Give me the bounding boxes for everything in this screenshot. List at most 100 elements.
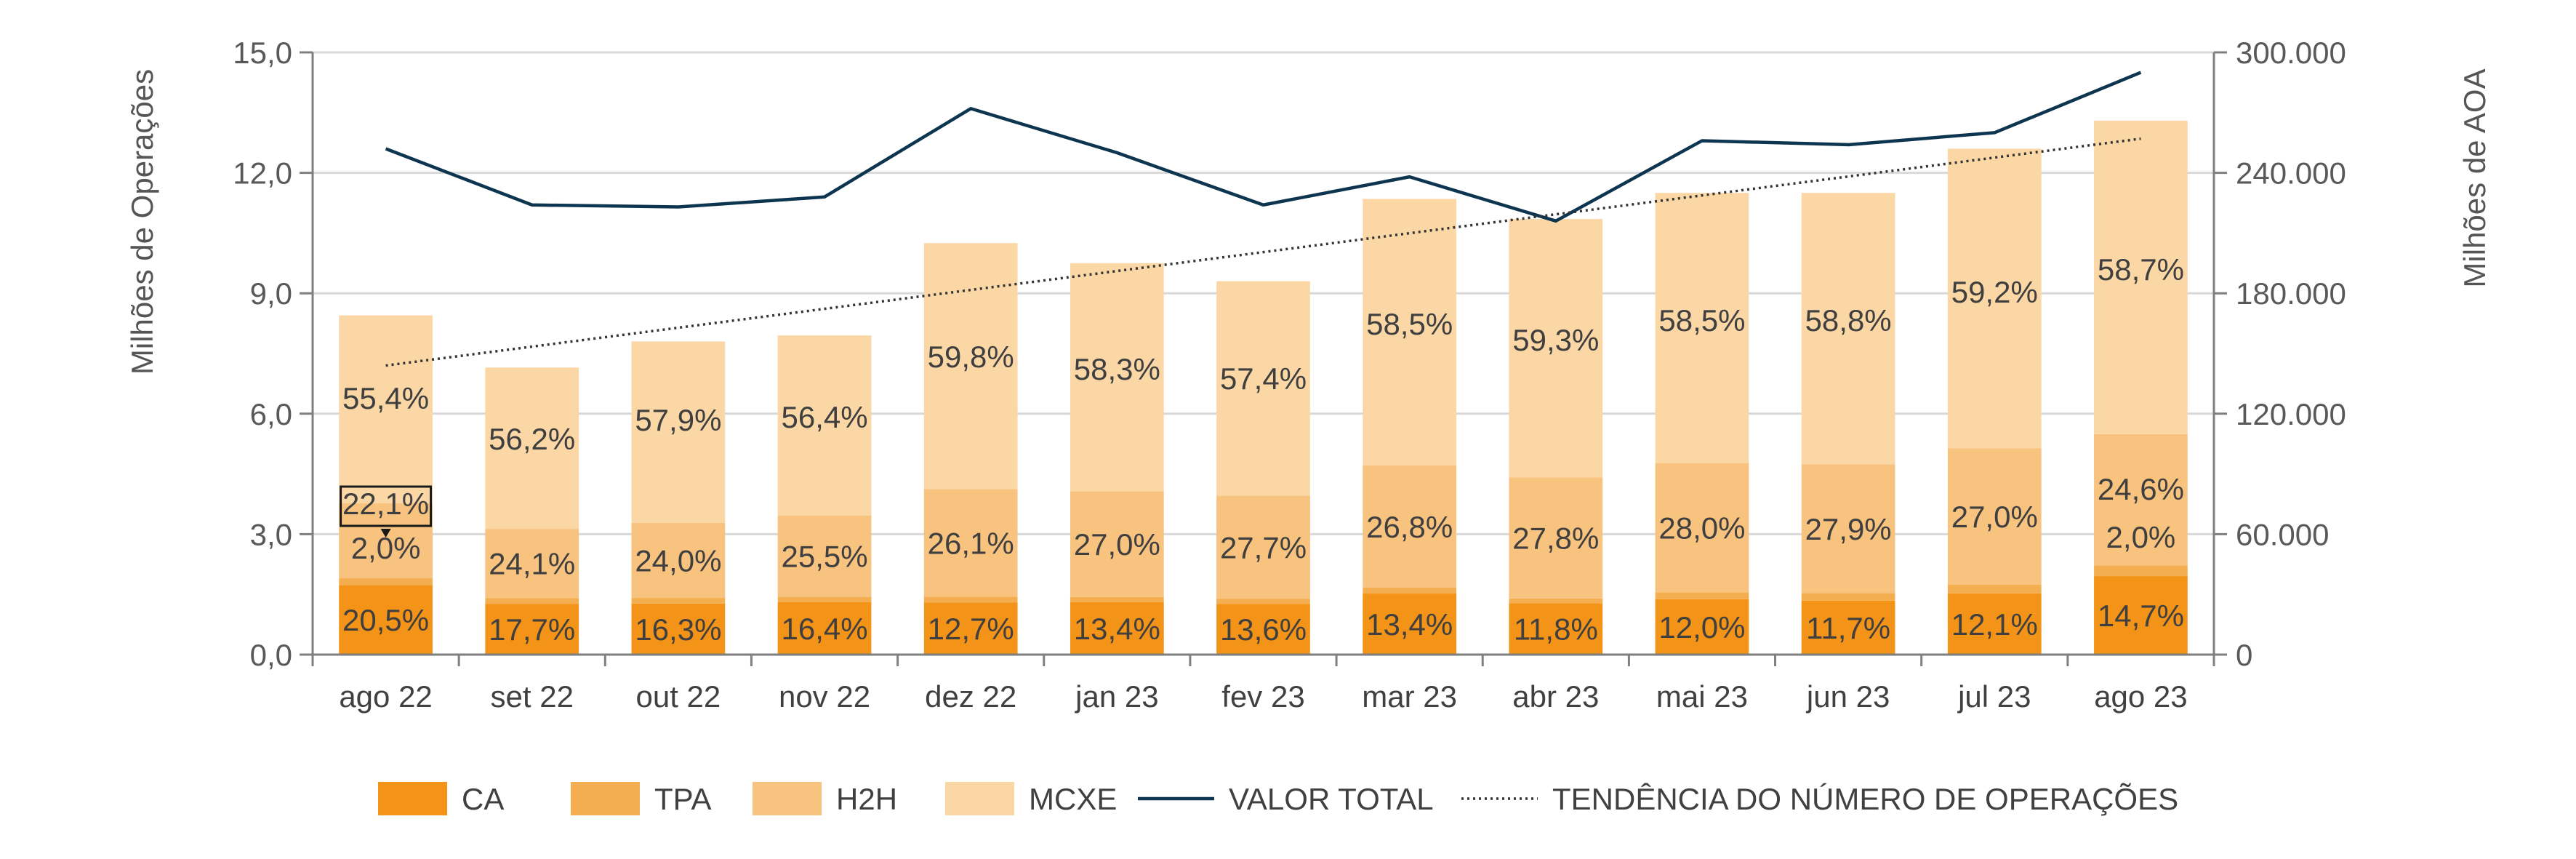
label-pointer [380, 529, 391, 538]
data-label-h2h: 26,1% [928, 526, 1014, 560]
selected-label-box [340, 485, 433, 527]
bar-tpa-3 [777, 596, 872, 603]
data-label-mcxe: 57,9% [635, 403, 721, 437]
data-label-mcxe: 59,8% [928, 340, 1014, 374]
data-label-mcxe: 56,2% [489, 422, 575, 456]
data-label-mcxe: 58,7% [2098, 252, 2184, 287]
data-label-ca: 12,1% [1951, 607, 2038, 642]
y-left-tick-label: 15,0 [233, 36, 292, 70]
data-label-mcxe: 58,5% [1658, 303, 1745, 337]
bar-h2h-1 [485, 529, 579, 599]
bar-ca-6 [1216, 604, 1310, 655]
bar-ca-11 [1947, 593, 2042, 655]
x-tick-label: mai 23 [1656, 679, 1748, 714]
bar-h2h-7 [1363, 465, 1457, 588]
bar-tpa-4 [923, 596, 1018, 603]
bar-h2h-2 [631, 522, 726, 599]
data-label-mcxe: 55,4% [342, 381, 429, 415]
x-tick-label: dez 22 [925, 679, 1016, 714]
trend-line [385, 137, 2141, 367]
bar-ca-4 [923, 602, 1018, 655]
data-labels: 20,5% 2,0% 22,1% 55,4% 17,7% 24,1% 56,2% 16,3% 2… [340, 252, 2184, 647]
y-right-tick-label: 120.000 [2236, 397, 2346, 431]
bar-ca-10 [1801, 600, 1895, 655]
x-tick-label: fev 23 [1221, 679, 1304, 714]
data-label-h2h: 25,5% [781, 540, 867, 574]
x-tick-label: jun 23 [1805, 679, 1890, 714]
line-valor-total [385, 71, 2142, 223]
bar-h2h-6 [1216, 495, 1310, 599]
bar-ca-0 [339, 585, 433, 655]
bar-mcxe-1 [485, 367, 579, 530]
bar-mcxe-7 [1363, 199, 1457, 466]
y-right-tick-label: 0 [2236, 638, 2252, 672]
axes: 0,0 3,0 6,0 9,0 12,0 15,0 0 60.000 120.000 180.00… [233, 36, 2346, 714]
data-label-ca: 12,0% [1658, 610, 1745, 644]
y-right-tick-label: 60.000 [2236, 517, 2329, 551]
bar-h2h-3 [777, 515, 872, 597]
y-axis-right-title: Milhões de AOA [2457, 68, 2492, 287]
bar-mcxe-5 [1070, 263, 1164, 492]
legend-swatch-mcxe [945, 782, 1014, 815]
legend-label-h2h: H2H [836, 782, 897, 816]
bar-h2h-4 [923, 489, 1018, 597]
bar-h2h-0 [339, 503, 433, 579]
bar-ca-2 [631, 603, 726, 655]
bar-tpa-8 [1509, 598, 1603, 604]
data-label-ca: 14,7% [2098, 599, 2184, 633]
legend-label-tendencia: TENDÊNCIA DO NÚMERO DE OPERAÇÕES [1552, 782, 2178, 816]
x-tick-label: jan 23 [1074, 679, 1158, 714]
bar-tpa-10 [1801, 593, 1895, 601]
bar-mcxe-10 [1801, 193, 1895, 465]
data-label-h2h: 27,0% [1074, 527, 1160, 562]
x-tick-label: ago 23 [2094, 679, 2187, 714]
bar-tpa-7 [1363, 587, 1457, 594]
data-label-h2h: 27,8% [1512, 521, 1599, 555]
data-label-h2h: 22,1% [342, 487, 429, 521]
legend-label-tpa: TPA [654, 782, 712, 816]
bar-h2h-11 [1947, 448, 2042, 586]
bar-ca-1 [485, 604, 579, 655]
bar-tpa-2 [631, 598, 726, 604]
bar-mcxe-9 [1655, 193, 1749, 463]
legend-label-mcxe: MCXE [1029, 782, 1117, 816]
data-label-ca: 16,4% [781, 612, 867, 646]
bar-tpa-0 [339, 578, 433, 586]
bar-mcxe-3 [777, 335, 872, 516]
bar-tpa-12 [2094, 565, 2188, 577]
bar-tpa-5 [1070, 596, 1164, 602]
data-label-h2h: 24,1% [489, 547, 575, 581]
x-tick-label: nov 22 [779, 679, 870, 714]
data-label-ca: 11,8% [1514, 612, 1598, 647]
bar-mcxe-4 [923, 243, 1018, 490]
bar-h2h-10 [1801, 464, 1895, 594]
data-label-ca: 11,7% [1806, 611, 1890, 645]
bar-mcxe-8 [1509, 219, 1603, 478]
y-right-tick-label: 180.000 [2236, 276, 2346, 311]
data-label-h2h: 27,0% [1951, 500, 2038, 534]
data-label-h2h: 27,7% [1220, 530, 1307, 564]
data-label-tpa: 2,0% [2106, 520, 2176, 554]
bar-ca-3 [777, 602, 872, 655]
data-label-ca: 12,7% [928, 612, 1014, 646]
bar-ca-9 [1655, 599, 1749, 655]
x-tick-label: ago 22 [339, 679, 432, 714]
y-left-tick-label: 3,0 [250, 517, 292, 551]
data-label-ca: 13,6% [1220, 612, 1307, 647]
y-axis-left-title: Milhões de Operações [125, 69, 159, 375]
bar-tpa-11 [1947, 585, 2042, 594]
bar-tpa-6 [1216, 599, 1310, 604]
data-label-ca: 13,4% [1074, 612, 1160, 646]
data-label-ca: 16,3% [635, 612, 721, 647]
bar-h2h-12 [2094, 434, 2188, 566]
bar-ca-7 [1363, 594, 1457, 655]
y-right-tick-label: 240.000 [2236, 156, 2346, 191]
data-label-h2h: 28,0% [1658, 511, 1745, 545]
bar-mcxe-11 [1947, 148, 2042, 449]
bar-mcxe-2 [631, 341, 726, 523]
bar-ca-5 [1070, 602, 1164, 655]
bar-mcxe-12 [2094, 120, 2188, 434]
y-left-tick-label: 0,0 [250, 638, 292, 672]
y-left-tick-label: 12,0 [233, 156, 292, 191]
bar-ca-12 [2094, 576, 2188, 655]
